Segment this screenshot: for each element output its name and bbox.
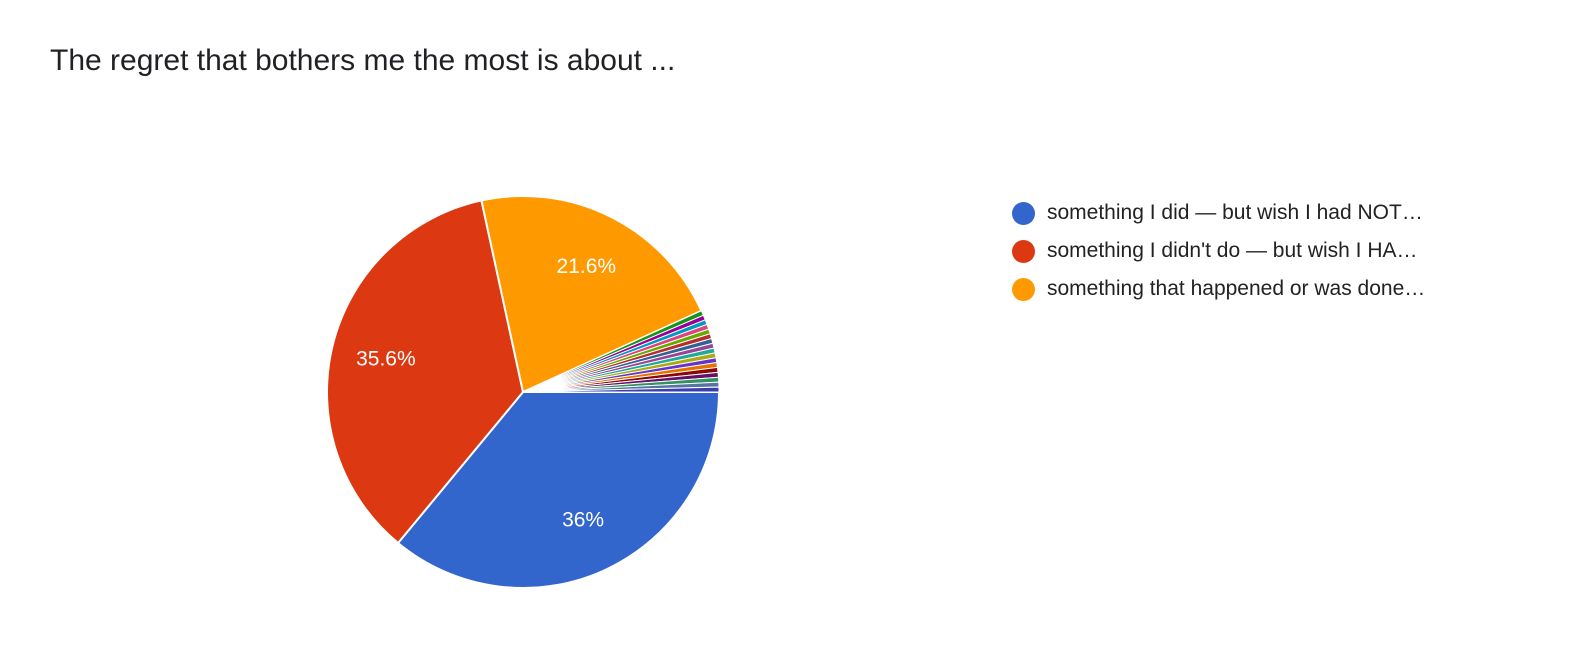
pie-slice-0	[396, 391, 721, 589]
slice-label-0: 36%	[562, 509, 604, 532]
legend-swatch	[1012, 239, 1035, 263]
legend-swatch	[1012, 201, 1035, 225]
legend-label: something I did — but wish I had NOT…	[1047, 201, 1423, 224]
chart-title: The regret that bothers me the most is a…	[50, 44, 676, 77]
pie-slice-19	[522, 386, 720, 393]
slice-label-2: 21.6%	[557, 255, 617, 278]
legend: something I did — but wish I had NOT… som…	[1012, 194, 1425, 308]
legend-item: something I did — but wish I had NOT…	[1012, 194, 1425, 232]
pie-slice-1	[326, 199, 525, 545]
pie-slice-2	[480, 195, 703, 394]
legend-swatch	[1012, 277, 1035, 301]
legend-item: something that happened or was done…	[1012, 270, 1425, 308]
legend-label: something I didn't do — but wish I HA…	[1047, 239, 1418, 262]
legend-label: something that happened or was done…	[1047, 277, 1426, 300]
slice-label-1: 35.6%	[356, 348, 416, 371]
legend-item: something I didn't do — but wish I HA…	[1012, 232, 1425, 270]
